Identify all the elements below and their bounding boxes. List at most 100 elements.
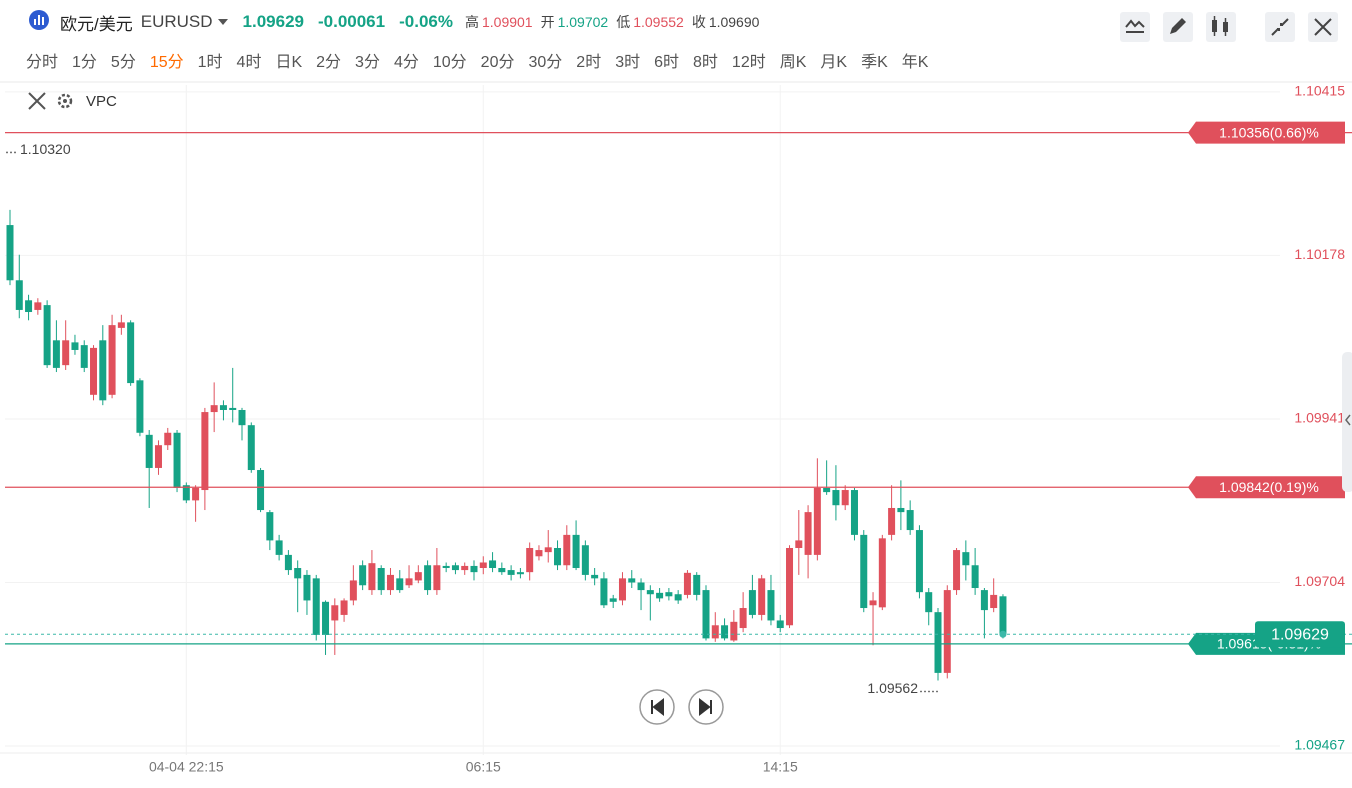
marker-dot bbox=[920, 690, 922, 693]
close-value: 1.09690 bbox=[708, 14, 760, 30]
timeframe-tab[interactable]: 5分 bbox=[110, 54, 136, 71]
change-pct: -0.06% bbox=[399, 12, 453, 31]
timeframe-tab[interactable]: 10分 bbox=[432, 54, 467, 71]
candle-body bbox=[117, 322, 125, 328]
high-value: 1.09901 bbox=[481, 14, 533, 30]
marker-dot bbox=[14, 151, 16, 154]
candle-body bbox=[414, 572, 422, 581]
x-tick-label: 14:15 bbox=[763, 759, 798, 775]
candle-body bbox=[656, 592, 664, 599]
candle-body bbox=[544, 547, 552, 553]
price-line-label: 1.10356(0.66)% bbox=[1219, 124, 1319, 140]
timeframe-tab[interactable]: 分时 bbox=[26, 54, 59, 71]
timeframe-tab[interactable]: 8时 bbox=[693, 54, 718, 71]
candle-body bbox=[516, 572, 524, 575]
change: -0.00061 bbox=[317, 12, 386, 31]
timeframe-tab[interactable]: 12时 bbox=[731, 54, 766, 71]
timeframe-tab[interactable]: 30分 bbox=[528, 54, 563, 71]
close-indicator[interactable] bbox=[28, 92, 46, 110]
candle-body bbox=[721, 625, 729, 639]
candle-body bbox=[62, 340, 70, 366]
candle-body bbox=[795, 540, 803, 548]
candle-body bbox=[461, 565, 469, 571]
candle-body bbox=[711, 625, 719, 639]
timeframe-tab[interactable]: 月K bbox=[820, 54, 848, 71]
timeframe-tab[interactable]: 1分 bbox=[72, 54, 97, 71]
timeframe-tab[interactable]: 年K bbox=[901, 54, 929, 71]
indicator-name: VPC bbox=[86, 93, 117, 110]
candle-body bbox=[693, 574, 701, 595]
timeframe-tab[interactable]: 4时 bbox=[236, 54, 262, 71]
timeframe-tab[interactable]: 3时 bbox=[615, 54, 641, 71]
price-line-tag bbox=[1188, 476, 1345, 499]
timeframe-tab[interactable]: 2分 bbox=[316, 54, 342, 71]
candle-body bbox=[628, 578, 636, 583]
timeframe-tab[interactable]: 4分 bbox=[393, 54, 419, 71]
marker-dot bbox=[6, 151, 8, 154]
candle-body bbox=[897, 507, 905, 513]
dropdown-caret[interactable] bbox=[217, 17, 229, 27]
marker-dot bbox=[928, 690, 930, 693]
timeframe-tab[interactable]: 周K bbox=[779, 54, 807, 71]
candle-body bbox=[71, 342, 79, 350]
timeframe-tab[interactable]: 3分 bbox=[355, 54, 380, 71]
marker-dot bbox=[936, 690, 938, 693]
scroll-handle[interactable] bbox=[1342, 352, 1352, 492]
candle-body bbox=[674, 594, 682, 601]
timeframe-tab[interactable]: 季K bbox=[861, 54, 888, 71]
candle-body bbox=[442, 565, 450, 569]
plot bbox=[6, 209, 1007, 681]
candle-body bbox=[108, 325, 116, 395]
candle-body bbox=[786, 547, 794, 626]
candle-body bbox=[609, 598, 617, 602]
candle-body bbox=[730, 621, 738, 641]
candle-body bbox=[934, 612, 942, 673]
indicator-bar: VPC bbox=[28, 92, 117, 110]
indicator-settings[interactable] bbox=[57, 93, 73, 109]
candle-body bbox=[554, 547, 562, 566]
candle-body bbox=[535, 550, 543, 557]
current-price-label: 1.09629 bbox=[1271, 626, 1329, 643]
candle-body bbox=[173, 432, 181, 488]
candle-body bbox=[396, 578, 404, 591]
price-line-label: 1.09842(0.19)% bbox=[1219, 479, 1319, 495]
candle-body bbox=[489, 560, 497, 569]
candle-body bbox=[971, 565, 979, 589]
candle-body bbox=[210, 405, 218, 413]
candle-body bbox=[386, 574, 394, 591]
tool-button[interactable] bbox=[1206, 12, 1236, 42]
candle-body bbox=[80, 345, 88, 368]
candle-body bbox=[303, 574, 311, 601]
candle-body bbox=[266, 512, 274, 541]
candle-body bbox=[247, 425, 255, 471]
candle-body bbox=[925, 592, 933, 613]
candle-body bbox=[368, 563, 376, 591]
tool-button[interactable] bbox=[1265, 12, 1295, 42]
timeframe-tab[interactable]: 日K bbox=[275, 54, 303, 71]
code[interactable]: EURUSD bbox=[140, 12, 213, 31]
timeframe-tab[interactable]: 1时 bbox=[197, 54, 223, 71]
candle-body bbox=[943, 590, 951, 673]
candle-body bbox=[748, 590, 756, 615]
candle-body bbox=[637, 582, 645, 591]
logo bbox=[29, 10, 49, 30]
candle-body bbox=[507, 570, 515, 575]
candle-body bbox=[498, 568, 506, 573]
candle-body bbox=[433, 565, 441, 591]
low-marker-label: 1.09562 bbox=[867, 680, 918, 696]
timeframe-tab[interactable]: 15分 bbox=[149, 54, 184, 71]
candle-body bbox=[359, 565, 367, 586]
candle-body bbox=[451, 565, 459, 571]
candle-body bbox=[953, 550, 961, 591]
current-price-tag bbox=[1255, 621, 1345, 648]
timeframe-tab[interactable]: 6时 bbox=[654, 54, 680, 71]
candle-body bbox=[776, 620, 784, 629]
candle-body bbox=[878, 538, 886, 608]
candle-body bbox=[294, 568, 302, 579]
timeframe-tab[interactable]: 2时 bbox=[576, 54, 602, 71]
candle-body bbox=[424, 565, 432, 591]
candle-body bbox=[646, 590, 654, 595]
candle-body bbox=[257, 470, 265, 511]
timeframe-tab[interactable]: 20分 bbox=[480, 54, 515, 71]
candle-body bbox=[145, 434, 153, 468]
